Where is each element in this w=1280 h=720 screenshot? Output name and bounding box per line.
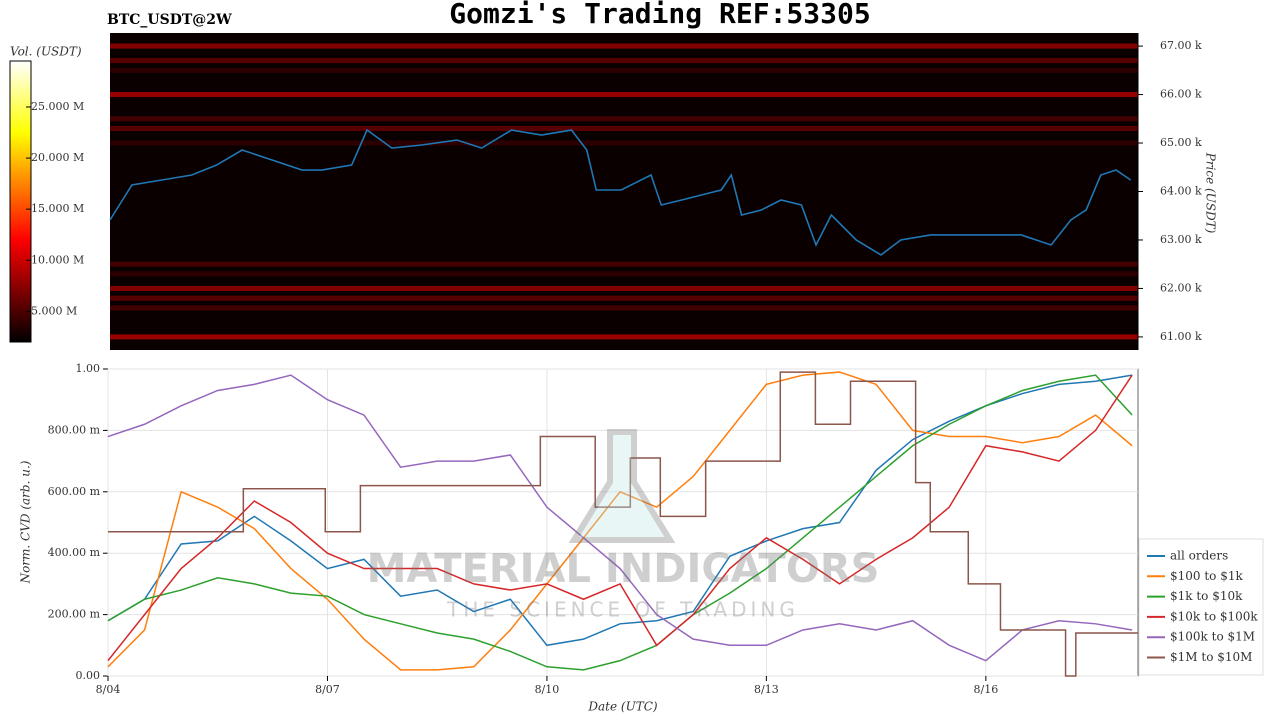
- x-tick-label: 8/07: [315, 683, 340, 696]
- x-tick-label: 8/04: [96, 683, 121, 696]
- heatmap-band: [110, 67, 1138, 73]
- cvd-layer: 0.00 200.00 m 400.00 m 600.00 m 800.00 m 1.00…: [48, 362, 1138, 696]
- heatmap-band: [110, 295, 1138, 301]
- colorbar-label: Vol. (USDT): [10, 45, 82, 59]
- x-tick-label: 8/10: [535, 683, 560, 696]
- y-axis-label: Norm. CVD (arb. u.): [19, 460, 33, 584]
- y-tick-label: 63.00 k: [1160, 233, 1202, 246]
- watermark: MATERIAL INDICATORS THE SCIENCE OF TRADI…: [367, 429, 880, 622]
- cvd-line: [107, 374, 1133, 662]
- x-axis-label: Date (UTC): [587, 700, 657, 714]
- watermark-flask: [568, 429, 676, 543]
- y-tick-label: 200.00 m: [48, 608, 101, 621]
- cvd-line: [107, 374, 1133, 647]
- cvd-line: [107, 371, 1133, 671]
- heatmap-band: [110, 271, 1138, 277]
- heatmap-band: [110, 58, 1138, 64]
- legend-label: $100 to $1k: [1170, 569, 1243, 583]
- y-tick-label: 800.00 m: [48, 423, 101, 436]
- y-tick-label: 0.00: [76, 669, 101, 682]
- x-tick-label: 8/13: [754, 683, 779, 696]
- subtitle: BTC_USDT@2W: [107, 12, 232, 28]
- colorbar-tick-label: 10.000 M: [31, 253, 84, 266]
- y-tick-label: 64.00 k: [1160, 185, 1202, 198]
- heatmap-background: [110, 33, 1138, 350]
- colorbar-tick-label: 20.000 M: [31, 151, 84, 164]
- y-tick-label: 66.00 k: [1160, 88, 1202, 101]
- heatmap-band: [110, 92, 1138, 98]
- heatmap-band: [110, 334, 1138, 340]
- y-tick-label: 65.00 k: [1160, 136, 1202, 149]
- heatmap-band: [110, 285, 1138, 291]
- title: Gomzi's Trading REF:53305: [449, 0, 870, 30]
- heatmap-band: [110, 116, 1138, 122]
- colorbar-tick-label: 15.000 M: [31, 202, 84, 215]
- cvd-plot-area: [107, 368, 1139, 677]
- legend-label: $1M to $10M: [1170, 650, 1252, 664]
- y-tick-label: 1.00: [76, 362, 101, 375]
- colorbar-tick-label: 25.000 M: [31, 100, 84, 113]
- legend-label: $100k to $1M: [1170, 630, 1255, 644]
- y-tick-label: 400.00 m: [48, 546, 101, 559]
- legend: [1138, 538, 1264, 676]
- watermark-subtitle: THE SCIENCE OF TRADING: [446, 598, 799, 622]
- heatmap-band: [110, 43, 1138, 49]
- colorbar-tick-label: 5.000 M: [31, 304, 77, 317]
- cvd-line: [107, 374, 1133, 662]
- legend-label: $1k to $10k: [1170, 589, 1243, 603]
- legend-label: $10k to $100k: [1170, 609, 1258, 623]
- x-tick-label: 8/16: [973, 683, 998, 696]
- watermark-title: MATERIAL INDICATORS: [367, 546, 880, 592]
- heatmap-band: [110, 125, 1138, 131]
- y-tick-label: 62.00 k: [1160, 281, 1202, 294]
- price-line: [109, 128, 1132, 256]
- y-axis-label: Price (USDT): [1204, 152, 1218, 234]
- y-tick-label: 67.00 k: [1160, 39, 1202, 52]
- legend-label: all orders: [1170, 549, 1228, 563]
- cvd-line: [107, 374, 1133, 671]
- heatmap-band: [110, 261, 1138, 267]
- colorbar: [9, 60, 32, 343]
- y-tick-label: 61.00 k: [1160, 330, 1202, 343]
- y-tick-label: 600.00 m: [48, 485, 101, 498]
- heatmap-band: [110, 305, 1138, 311]
- cvd-line: [108, 371, 1138, 677]
- heatmap-band: [110, 140, 1138, 146]
